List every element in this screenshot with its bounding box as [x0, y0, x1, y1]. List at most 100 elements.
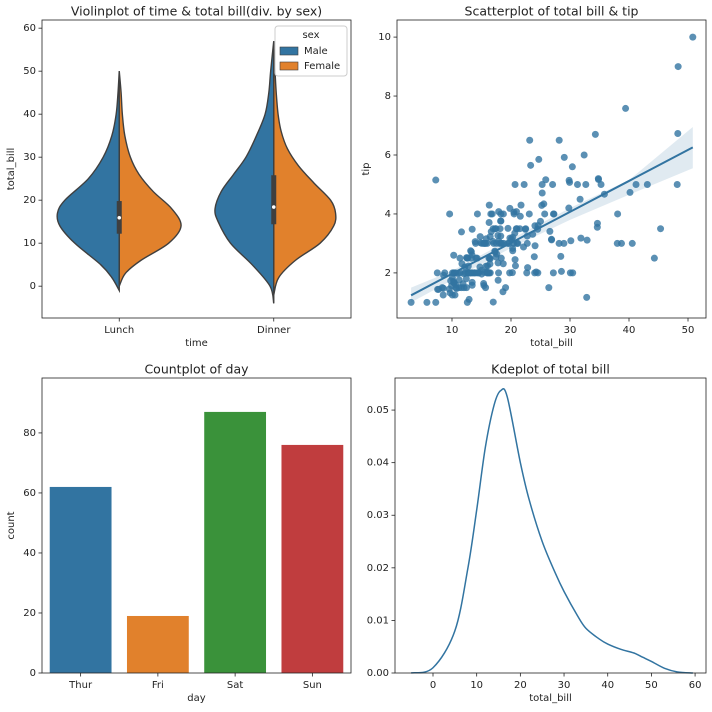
point: [546, 227, 554, 235]
y-tick-label: 4: [385, 209, 391, 220]
point: [674, 63, 682, 71]
point: [439, 291, 447, 299]
box: [271, 175, 277, 225]
chart-title: Scatterplot of total bill & tip: [465, 4, 639, 19]
x-tick-label: Lunch: [104, 325, 134, 336]
x-axis-label: time: [185, 338, 208, 349]
y-tick-label: 0: [30, 281, 36, 292]
point: [538, 201, 546, 209]
point: [547, 235, 555, 243]
point: [673, 180, 681, 188]
point: [576, 195, 584, 203]
y-tick-label: 2: [385, 268, 391, 279]
point: [492, 239, 500, 247]
point: [560, 239, 568, 247]
y-tick-label: 0.05: [367, 405, 389, 416]
point: [527, 161, 535, 169]
point: [628, 239, 636, 247]
y-tick-label: 6: [385, 150, 391, 161]
y-tick-label: 0.01: [367, 615, 389, 626]
y-tick-label: 30: [23, 152, 36, 163]
bar: [49, 486, 112, 673]
point: [567, 237, 575, 245]
point: [510, 210, 518, 218]
legend-swatch: [279, 46, 299, 56]
x-tick-label: 60: [689, 680, 702, 691]
point: [643, 180, 651, 188]
x-tick-label: Sun: [303, 680, 322, 691]
x-tick-label: 0: [430, 680, 436, 691]
point: [511, 262, 519, 270]
x-tick-label: 30: [558, 680, 571, 691]
y-tick-label: 20: [23, 608, 36, 619]
y-tick-label: 80: [23, 428, 36, 439]
point: [520, 243, 528, 251]
y-axis-label: tip: [361, 162, 372, 175]
point: [463, 298, 471, 306]
point: [526, 136, 534, 144]
point: [580, 151, 588, 159]
point: [448, 291, 456, 299]
point: [524, 264, 532, 272]
point: [450, 251, 458, 259]
point: [468, 225, 476, 233]
y-tick-label: 0: [30, 668, 36, 679]
point: [545, 284, 553, 292]
point: [583, 293, 591, 301]
point: [566, 269, 574, 277]
y-tick-label: 0.03: [367, 510, 389, 521]
x-axis-label: total_bill: [530, 338, 573, 349]
point: [536, 217, 544, 225]
point: [433, 269, 441, 277]
x-tick-label: 10: [446, 325, 459, 336]
point: [407, 298, 415, 306]
x-axis-label: total_bill: [529, 693, 572, 704]
point: [520, 180, 528, 188]
legend: sex Male Female: [274, 25, 348, 77]
point: [468, 281, 476, 289]
point: [462, 275, 470, 283]
point: [423, 298, 431, 306]
y-axis-label: count: [6, 511, 17, 539]
point: [499, 288, 507, 296]
x-tick-label: 20: [505, 325, 518, 336]
point: [530, 253, 538, 261]
x-tick-label: 10: [470, 680, 483, 691]
point: [594, 175, 602, 183]
point: [622, 104, 630, 112]
x-tick-label: 40: [623, 325, 636, 336]
y-tick-label: 8: [385, 91, 391, 102]
point: [521, 225, 529, 233]
point: [486, 233, 494, 241]
point: [432, 176, 440, 184]
point: [485, 218, 493, 226]
point: [480, 268, 488, 276]
point: [472, 239, 480, 247]
point: [486, 260, 494, 268]
x-tick-label: Dinner: [257, 325, 291, 336]
regression-line: [410, 146, 694, 297]
point: [447, 277, 455, 285]
bar: [281, 444, 344, 673]
x-tick-label: 40: [601, 680, 614, 691]
point: [496, 225, 504, 233]
x-tick-label: 30: [564, 325, 577, 336]
violin-half: [118, 71, 182, 287]
x-tick-label: 50: [645, 680, 658, 691]
point: [453, 285, 461, 293]
y-tick-label: 0.04: [367, 458, 389, 469]
x-tick-label: Thur: [68, 680, 93, 691]
point: [525, 210, 533, 218]
point: [506, 269, 514, 277]
x-tick-label: 50: [682, 325, 695, 336]
point: [560, 153, 568, 161]
point: [512, 225, 520, 233]
point: [446, 210, 454, 218]
point: [467, 254, 475, 262]
point: [495, 269, 503, 277]
y-tick-label: 0.02: [367, 563, 389, 574]
point: [541, 210, 549, 218]
legend-label: Male: [304, 46, 328, 57]
